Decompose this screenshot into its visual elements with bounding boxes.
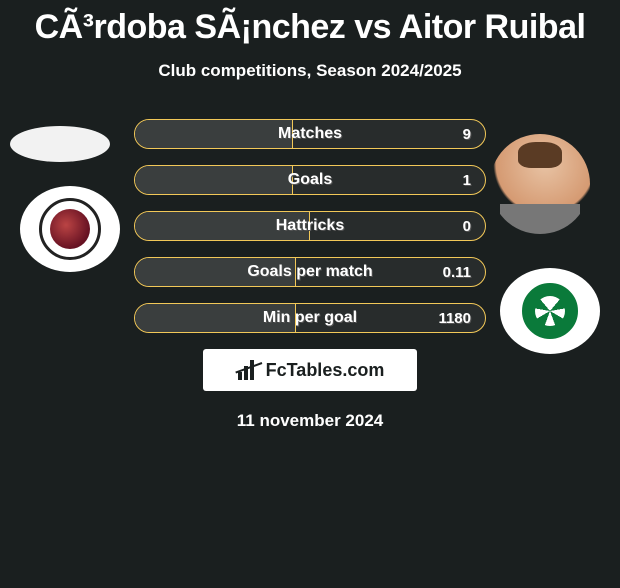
player1-avatar: [10, 126, 110, 162]
stat-value: 0.11: [443, 258, 471, 286]
subtitle: Club competitions, Season 2024/2025: [0, 61, 620, 81]
stat-value: 1: [463, 166, 471, 194]
stat-row: Goals1: [134, 165, 486, 195]
stat-value: 1180: [438, 304, 471, 332]
stat-label: Goals: [135, 166, 485, 194]
betis-badge-icon: [522, 283, 578, 339]
site-logo-text: FcTables.com: [266, 360, 385, 381]
stat-row: Hattricks0: [134, 211, 486, 241]
valencia-badge-icon: [39, 198, 101, 260]
stat-label: Goals per match: [135, 258, 485, 286]
stat-row: Matches9: [134, 119, 486, 149]
stat-row: Min per goal1180: [134, 303, 486, 333]
stat-value: 9: [463, 120, 471, 148]
stat-label: Matches: [135, 120, 485, 148]
date-label: 11 november 2024: [0, 411, 620, 431]
chart-icon: [236, 360, 260, 380]
player1-club-badge: [20, 186, 120, 272]
stat-label: Hattricks: [135, 212, 485, 240]
player2-club-badge: [500, 268, 600, 354]
stat-value: 0: [463, 212, 471, 240]
page-title: CÃ³rdoba SÃ¡nchez vs Aitor Ruibal: [0, 8, 620, 47]
site-logo: FcTables.com: [203, 349, 417, 391]
player2-avatar: [490, 134, 590, 234]
stat-row: Goals per match0.11: [134, 257, 486, 287]
stats-container: Matches9Goals1Hattricks0Goals per match0…: [134, 119, 486, 333]
stat-label: Min per goal: [135, 304, 485, 332]
